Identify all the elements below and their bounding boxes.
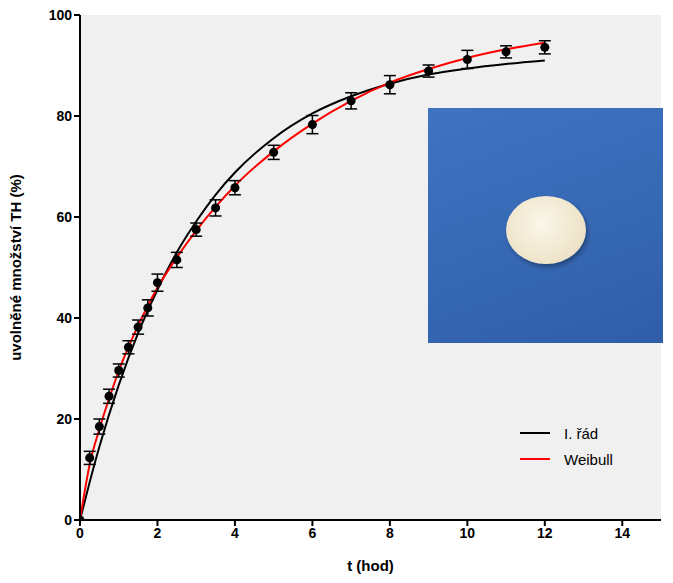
svg-text:40: 40 (56, 310, 72, 326)
svg-text:12: 12 (537, 525, 553, 541)
html-text:Weibull: Weibull (564, 450, 613, 468)
svg-text:uvolněné množství TH (%): uvolněné množství TH (%) (7, 174, 24, 361)
svg-text:60: 60 (56, 209, 72, 225)
svg-text:100: 100 (49, 7, 73, 23)
svg-text:t (hod): t (hod) (347, 557, 394, 574)
svg-text:0: 0 (64, 512, 72, 528)
svg-text:14: 14 (614, 525, 630, 541)
html-text:I. řád: I. řád (564, 424, 599, 442)
svg-text:4: 4 (231, 525, 239, 541)
svg-text:0: 0 (76, 525, 84, 541)
svg-text:10: 10 (460, 525, 476, 541)
svg-text:20: 20 (56, 411, 72, 427)
svg-text:6: 6 (309, 525, 317, 541)
svg-text:80: 80 (56, 108, 72, 124)
svg-text:8: 8 (386, 525, 394, 541)
svg-text:2: 2 (154, 525, 162, 541)
